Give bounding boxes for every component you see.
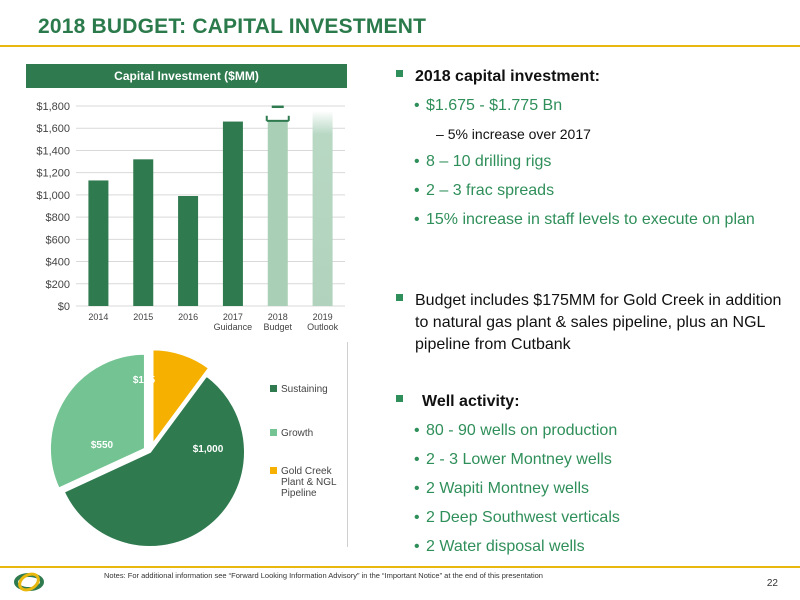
- chart-header: Capital Investment ($MM): [26, 64, 347, 88]
- dot-bullet-icon: •: [414, 509, 420, 526]
- pie-data-label: $175: [133, 375, 156, 386]
- dot-bullet-icon: •: [414, 451, 420, 468]
- square-bullet-icon: [396, 395, 403, 402]
- x-tick-label: 2015: [133, 312, 153, 322]
- x-tick-label: Budget: [263, 322, 292, 332]
- pie-data-label: $1,000: [193, 444, 224, 455]
- dash-bullet-icon: –: [436, 126, 448, 142]
- legend-label: Growth: [281, 428, 313, 439]
- x-tick-label: Outlook: [307, 322, 339, 332]
- bullet-lower-montney: • 2 - 3 Lower Montney wells: [414, 449, 766, 471]
- y-tick-label: $400: [46, 257, 70, 269]
- bar-2019: [312, 110, 333, 307]
- pie-slice-gold-creek-plant-ngl-pipeline: [151, 348, 211, 448]
- square-bullet-icon: [396, 294, 403, 301]
- pie-slice-growth: [48, 352, 146, 490]
- legend-label: Gold Creek: [281, 466, 333, 477]
- bullet-capital-increase: – 5% increase over 2017: [436, 126, 591, 142]
- y-tick-label: $1,600: [36, 123, 70, 135]
- bullet-water-disposal: • 2 Water disposal wells: [414, 536, 766, 558]
- dot-bullet-icon: •: [414, 97, 420, 114]
- title-divider: [0, 45, 800, 47]
- dot-bullet-icon: •: [414, 538, 420, 555]
- bullet-staff-levels: • 15% increase in staff levels to execut…: [414, 209, 766, 231]
- dot-bullet-icon: •: [414, 211, 420, 228]
- footer-divider: [0, 566, 800, 568]
- y-tick-label: $200: [46, 279, 70, 291]
- slide-title: 2018 BUDGET: CAPITAL INVESTMENT: [38, 15, 427, 38]
- bar: [88, 180, 109, 306]
- bullet-wapiti: • 2 Wapiti Montney wells: [414, 478, 766, 500]
- legend-swatch: [270, 467, 277, 474]
- legend-swatch: [270, 385, 277, 392]
- bullet-wells-production: • 80 - 90 wells on production: [414, 420, 766, 442]
- y-tick-label: $1,200: [36, 168, 70, 180]
- dot-bullet-icon: •: [414, 153, 420, 170]
- bar: [133, 159, 154, 306]
- y-tick-label: $1,400: [36, 145, 70, 157]
- legend-label: Sustaining: [281, 384, 328, 395]
- y-tick-label: $0: [58, 301, 70, 313]
- bullet-capital-range: • $1.675 - $1.775 Bn: [414, 95, 766, 117]
- pie-chart: $1,000 $550 $175 Sustaining Growth Gold Creek…: [48, 348, 337, 548]
- x-tick-label: 2019: [313, 312, 333, 322]
- legend-label: Pipeline: [281, 488, 317, 499]
- x-tick-label: 2014: [88, 312, 108, 322]
- bullet-deep-southwest: • 2 Deep Southwest verticals: [414, 507, 766, 529]
- bar-chart: $0 $200 $400 $600 $800 $1,000 $1,200 $1,400 $1,6…: [36, 101, 345, 332]
- footnote: Notes: For additional information see “F…: [104, 571, 543, 580]
- y-tick-label: $800: [46, 212, 70, 224]
- bar: [222, 121, 243, 306]
- legend-label: Plant & NGL: [281, 477, 337, 488]
- company-logo-icon: [14, 572, 44, 592]
- x-tick-label: 2017: [223, 312, 243, 322]
- bullet-drilling-rigs: • 8 – 10 drilling rigs: [414, 151, 766, 173]
- dot-bullet-icon: •: [414, 182, 420, 199]
- page-number: 22: [766, 578, 778, 589]
- bullet-frac-spreads: • 2 – 3 frac spreads: [414, 180, 766, 202]
- bar: [178, 196, 199, 306]
- legend-swatch: [270, 429, 277, 436]
- pie-data-label: $550: [91, 440, 114, 451]
- dot-bullet-icon: •: [414, 480, 420, 497]
- bar-2018: [267, 119, 288, 306]
- divider-line: [347, 342, 348, 547]
- dot-bullet-icon: •: [414, 422, 420, 439]
- y-tick-label: $1,800: [36, 101, 70, 113]
- pie-slice-sustaining: [62, 374, 246, 548]
- x-tick-label: 2016: [178, 312, 198, 322]
- y-tick-label: $1,000: [36, 190, 70, 202]
- x-tick-label: 2018: [268, 312, 288, 322]
- x-tick-label: Guidance: [214, 322, 253, 332]
- y-tick-label: $600: [46, 234, 70, 246]
- square-bullet-icon: [396, 70, 403, 77]
